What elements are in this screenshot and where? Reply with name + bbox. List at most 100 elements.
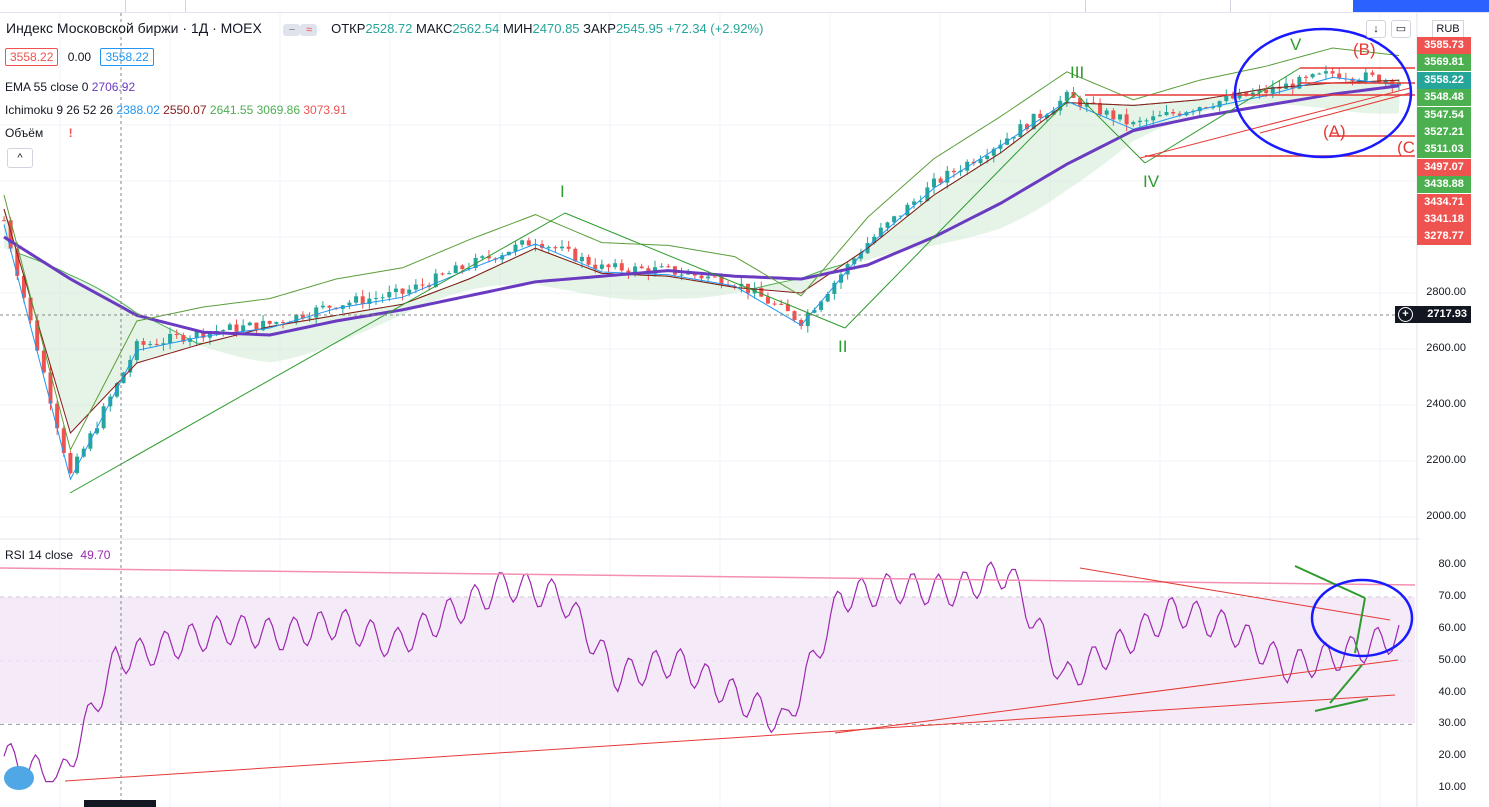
candle-body	[447, 273, 452, 275]
rsi-highlight-ellipse	[1310, 578, 1414, 658]
trend-line	[1259, 92, 1411, 134]
candle-body	[320, 305, 325, 308]
trend-line	[1139, 87, 1411, 159]
candle-body	[819, 301, 824, 310]
candle-body	[1363, 72, 1368, 81]
candle-body	[885, 222, 890, 228]
cloud-area	[4, 80, 1399, 433]
candle-body	[912, 201, 917, 205]
symbol-title[interactable]: Индекс Московской биржи · 1Д · MOEX	[6, 20, 262, 36]
wave-label: (B)	[1353, 40, 1376, 59]
candle-body	[1377, 74, 1382, 83]
rsi-wave-line	[1314, 698, 1369, 712]
price-axis-label: 2400.00	[1426, 398, 1466, 410]
plus-icon[interactable]: +	[1398, 307, 1413, 322]
candle-body	[1091, 102, 1096, 104]
candle-body	[28, 297, 33, 321]
warning-icon[interactable]: !	[68, 126, 73, 140]
candle-body	[267, 320, 272, 324]
rsi-axis-label: 20.00	[1438, 749, 1466, 762]
wave-line	[564, 212, 846, 329]
ichimoku-legend[interactable]: Ichimoku 9 26 52 26 2388.02 2550.07 2641…	[5, 103, 347, 117]
wave-line	[69, 212, 566, 494]
candle-body	[55, 403, 60, 429]
candle-body	[613, 263, 618, 268]
price-tag: 3434.71	[1417, 193, 1471, 211]
candle-body	[154, 343, 159, 345]
toolbar-button[interactable]	[1085, 0, 1116, 12]
candle-body	[35, 320, 40, 351]
candle-body	[1211, 107, 1215, 109]
price-axis-label: 2000.00	[1426, 510, 1466, 522]
toolbar-button[interactable]	[185, 0, 226, 12]
rsi-axis-label: 60.00	[1438, 622, 1466, 634]
candle-body	[633, 266, 638, 274]
candle-body	[779, 303, 784, 305]
chart-canvas[interactable]	[0, 13, 1489, 807]
candle-body	[599, 264, 604, 269]
candle-body	[732, 286, 737, 288]
candle-body	[533, 243, 538, 246]
candle-body	[1370, 72, 1375, 75]
candle-body	[347, 302, 352, 306]
candle-body	[500, 255, 505, 260]
volume-legend[interactable]: Объём !	[5, 126, 73, 140]
candle-body	[832, 282, 837, 294]
candle-body	[407, 289, 412, 294]
candle-body	[161, 343, 166, 345]
candle-body	[261, 320, 266, 331]
candle-body	[792, 311, 797, 320]
collapse-legend-button[interactable]: ^	[7, 148, 33, 168]
maximize-icon[interactable]: ▭	[1391, 20, 1411, 38]
candle-body	[254, 322, 259, 331]
candle-body	[413, 284, 418, 290]
candle-body	[1323, 71, 1328, 74]
ask-box[interactable]: 3558.22	[100, 48, 154, 66]
candle-body	[872, 236, 877, 244]
candle-body	[759, 288, 764, 297]
candle-body	[1224, 95, 1229, 102]
ichimoku-cloud	[3, 79, 1400, 433]
candle-body	[201, 330, 206, 338]
candle-body	[420, 284, 425, 286]
crosshair-price-label: + 2717.93	[1395, 306, 1471, 323]
candle-body	[712, 276, 717, 278]
candle-body	[1031, 113, 1036, 130]
candle-body	[659, 266, 664, 268]
rsi-axis-label: 80.00	[1438, 558, 1466, 571]
candle-body	[68, 453, 73, 474]
candle-body	[314, 307, 319, 318]
bid-box[interactable]: 3558.22	[5, 48, 59, 66]
candle-body	[387, 292, 392, 298]
candle-body	[573, 248, 578, 262]
ema-legend[interactable]: EMA 55 close 0 2706.92	[5, 80, 135, 94]
candle-body	[241, 325, 246, 332]
candle-body	[998, 144, 1003, 149]
arrow-down-icon[interactable]: ↓	[1366, 20, 1386, 38]
candle-body	[300, 314, 305, 319]
toolbar-button[interactable]	[1230, 0, 1291, 12]
compare-icon[interactable]: ≈	[300, 23, 318, 36]
candle-body	[281, 321, 285, 323]
candle-body	[852, 258, 857, 265]
toolbar-button[interactable]	[125, 0, 186, 12]
candle-body	[932, 178, 936, 188]
ema-line	[3, 84, 1400, 337]
candle-body	[486, 256, 491, 259]
candle-body	[918, 200, 923, 202]
candle-body	[546, 247, 551, 249]
minus-icon[interactable]: −	[283, 23, 301, 36]
candle-body	[460, 265, 465, 270]
rsi-legend[interactable]: RSI 14 close 49.70	[5, 548, 110, 562]
rsi-label: RSI 14 close	[5, 548, 74, 562]
rsi-band	[0, 597, 1415, 723]
candle-body	[8, 220, 13, 249]
candle-body	[586, 256, 591, 265]
logo-icon[interactable]	[4, 766, 34, 790]
candle-body	[1177, 113, 1182, 116]
publish-button[interactable]	[1353, 0, 1489, 12]
candle-body	[1297, 76, 1302, 89]
currency-badge[interactable]: RUB	[1432, 20, 1464, 38]
candle-body	[15, 248, 20, 276]
candle-body	[95, 428, 99, 434]
